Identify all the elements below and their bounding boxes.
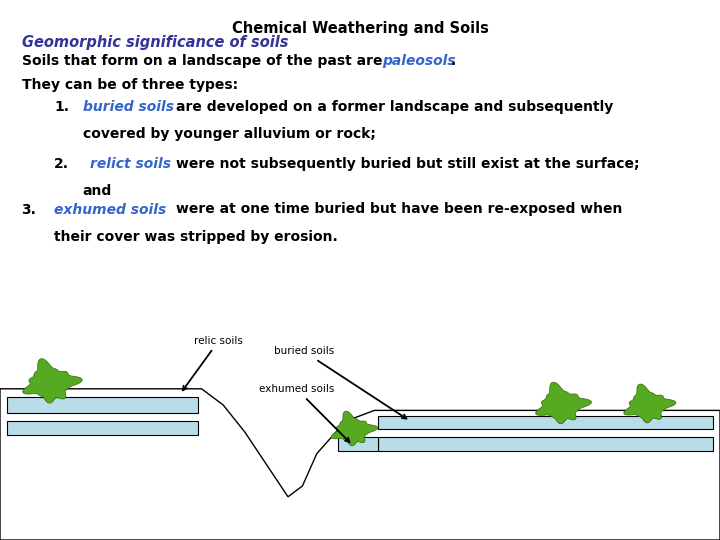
Text: 2.: 2. [54,157,69,171]
Polygon shape [23,359,82,403]
Bar [7,421,198,435]
Polygon shape [331,411,378,446]
Text: buried soils: buried soils [274,346,406,418]
Bar [378,437,713,451]
Text: Chemical Weathering and Soils: Chemical Weathering and Soils [232,21,488,36]
Text: and: and [83,184,112,198]
Text: They can be of three types:: They can be of three types: [22,78,238,92]
Text: Geomorphic significance of soils: Geomorphic significance of soils [22,35,288,50]
Text: 3.: 3. [22,202,37,217]
Text: Soils that form on a landscape of the past are: Soils that form on a landscape of the pa… [22,54,387,68]
Text: .: . [451,54,456,68]
Text: paleosols: paleosols [382,54,456,68]
Text: exhumed soils: exhumed soils [259,384,349,442]
Bar [7,397,198,413]
Text: are developed on a former landscape and subsequently: are developed on a former landscape and … [176,100,613,114]
Text: their cover was stripped by erosion.: their cover was stripped by erosion. [54,230,338,244]
Polygon shape [536,382,592,424]
Text: 1.: 1. [54,100,69,114]
Text: relic soils: relic soils [183,335,243,390]
Text: were not subsequently buried but still exist at the surface;: were not subsequently buried but still e… [176,157,640,171]
Text: relict soils: relict soils [90,157,171,171]
Text: exhumed soils: exhumed soils [54,202,166,217]
Text: covered by younger alluvium or rock;: covered by younger alluvium or rock; [83,127,376,141]
Text: were at one time buried but have been re-exposed when: were at one time buried but have been re… [176,202,623,217]
Polygon shape [624,384,676,423]
Bar [338,437,378,451]
Polygon shape [0,389,720,540]
Text: buried soils: buried soils [83,100,174,114]
Bar [378,416,713,429]
